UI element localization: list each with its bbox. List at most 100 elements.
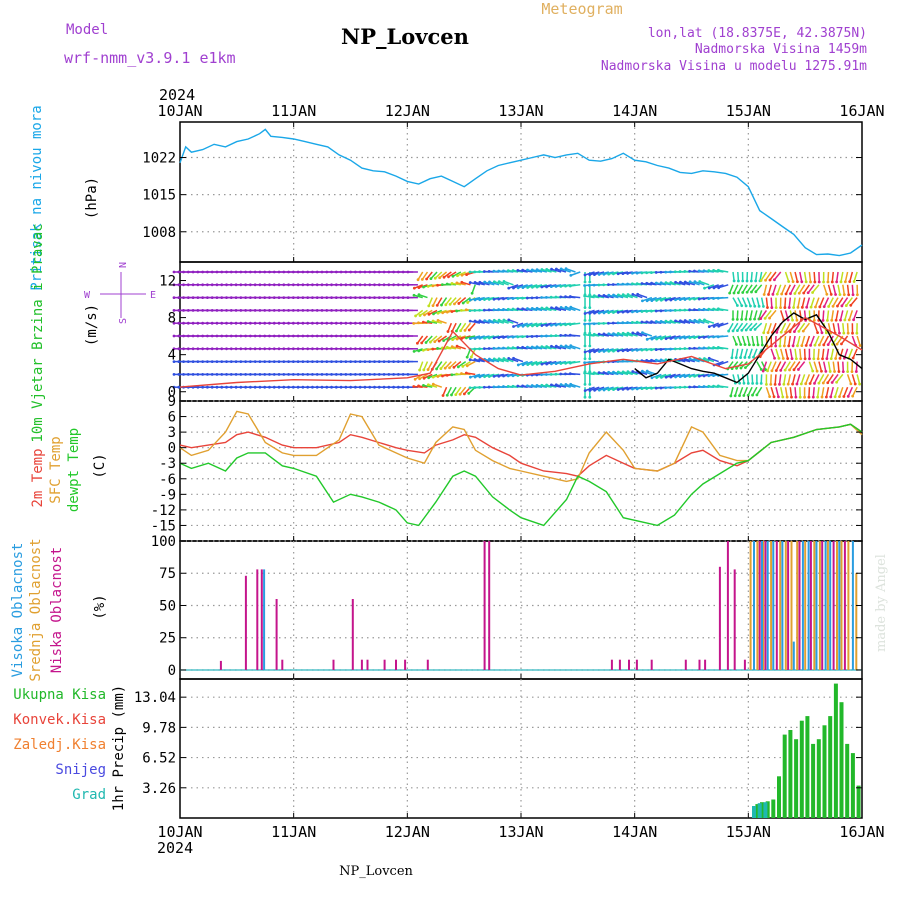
- wind-arrow-head: [549, 372, 553, 376]
- wind-arrow-head: [334, 283, 338, 287]
- wind-arrow-head: [650, 320, 653, 324]
- wind-arrow-head: [401, 360, 405, 363]
- wind-arrow: [794, 271, 799, 282]
- wind-arrow-head: [253, 296, 257, 299]
- wind-arrow-head: [258, 385, 262, 389]
- wind-arrow-head: [554, 344, 558, 348]
- wind-arrow-head: [478, 319, 482, 323]
- wind-arrow: [489, 358, 500, 363]
- wind-unit: (m/s): [84, 304, 100, 346]
- wind-arrow-head: [597, 322, 601, 325]
- wind-arrow-head: [441, 374, 444, 378]
- wind-arrow-head: [559, 284, 563, 288]
- wind-arrow-head: [660, 376, 663, 379]
- cloud-bar: [749, 541, 752, 670]
- wind-arrow: [775, 387, 780, 398]
- wind-arrow: [822, 361, 827, 372]
- wind-arrow-head: [291, 321, 295, 325]
- wind-arrow: [807, 284, 815, 294]
- wind-arrow-head: [368, 270, 372, 274]
- wind-arrow-head: [817, 280, 821, 284]
- wind-arrow-head: [825, 292, 829, 296]
- wind-arrow: [780, 361, 787, 371]
- wind-arrow-head: [201, 296, 205, 299]
- wind-arrow-head: [330, 385, 333, 389]
- wind-arrow-head: [468, 375, 472, 379]
- wind-arrow-head: [220, 321, 224, 325]
- wind-arrow-head: [511, 346, 515, 350]
- wind-arrow-head: [621, 387, 625, 391]
- wind-arrow-head: [263, 334, 267, 338]
- wind-arrow-head: [516, 335, 520, 339]
- wind-arrow-head: [182, 296, 185, 299]
- wind-arrow-head: [785, 395, 789, 399]
- wind-arrow-head: [743, 343, 747, 347]
- wind-arrow-head: [630, 271, 634, 275]
- temp-unit: (C): [92, 453, 108, 478]
- wind-arrow-head: [692, 308, 696, 312]
- wind-arrow-head: [225, 321, 228, 325]
- wind-arrow-head: [669, 309, 672, 312]
- wind-arrow-head: [655, 337, 659, 341]
- wind-arrow-head: [842, 293, 846, 297]
- wind-arrow-head: [301, 296, 305, 299]
- wind-arrow-head: [186, 309, 190, 312]
- wind-arrow: [699, 280, 710, 286]
- cloud-bar: [832, 541, 835, 670]
- wind-arrow-head: [650, 271, 653, 274]
- y-tick-label: -6: [159, 472, 176, 488]
- wind-arrow-head: [630, 320, 634, 324]
- wind-arrow-head: [809, 343, 812, 347]
- wind-arrow-head: [248, 385, 252, 389]
- wind-arrow-head: [588, 311, 592, 315]
- wind-arrow: [780, 284, 787, 295]
- wind-arrow-head: [412, 321, 416, 325]
- wind-arrow-head: [831, 304, 835, 308]
- wind-arrow: [646, 335, 657, 341]
- wind-arrow: [466, 360, 476, 367]
- wind-arrow: [765, 386, 771, 397]
- wind-arrow: [565, 268, 576, 273]
- wind-arrow: [788, 297, 792, 308]
- wind-arrow-head: [616, 332, 620, 335]
- wind-arrow: [746, 374, 750, 384]
- wind-arrow-head: [727, 329, 731, 333]
- wind-arrow-head: [417, 321, 420, 325]
- wind-arrow-head: [258, 360, 262, 363]
- wind-arrow-head: [196, 283, 200, 287]
- wind-arrow-head: [406, 347, 410, 351]
- wind-arrow-head: [712, 335, 715, 339]
- wind-arrow: [802, 322, 810, 332]
- wind-arrow-head: [373, 373, 376, 376]
- wind-arrow: [556, 306, 567, 312]
- wind-arrow-head: [306, 283, 310, 287]
- y-tick-label: 8: [168, 311, 176, 327]
- wind-arrow: [818, 335, 825, 346]
- wind-arrow-head: [597, 311, 601, 315]
- wind-arrow-head: [583, 319, 587, 322]
- wind-arrow-head: [659, 309, 663, 313]
- y-tick-label: 1015: [142, 188, 176, 204]
- wind-arrow-head: [838, 395, 841, 399]
- wind-arrow-head: [368, 309, 372, 312]
- wind-arrow-head: [511, 374, 515, 378]
- wind-arrow-head: [659, 358, 663, 362]
- wind-arrow: [851, 335, 857, 346]
- wind-arrow: [461, 281, 471, 286]
- wind-arrow: [749, 310, 753, 320]
- wind-arrow-head: [215, 283, 219, 287]
- wind-arrow-head: [674, 319, 677, 323]
- wind-arrow-head: [809, 280, 812, 284]
- wind-arrow-head: [282, 296, 286, 299]
- wind-arrow: [760, 361, 767, 371]
- wind-arrow-head: [339, 270, 343, 274]
- wind-arrow: [689, 281, 700, 286]
- wind-arrow-head: [363, 321, 367, 325]
- wind-arrow-head: [741, 291, 745, 294]
- y-tick-label: -12: [151, 503, 176, 519]
- wind-arrow: [818, 374, 825, 384]
- wind-arrow-head: [465, 355, 469, 359]
- wind-arrow-head: [521, 363, 525, 367]
- wind-arrow-head: [244, 309, 248, 312]
- wind-arrow: [457, 360, 467, 368]
